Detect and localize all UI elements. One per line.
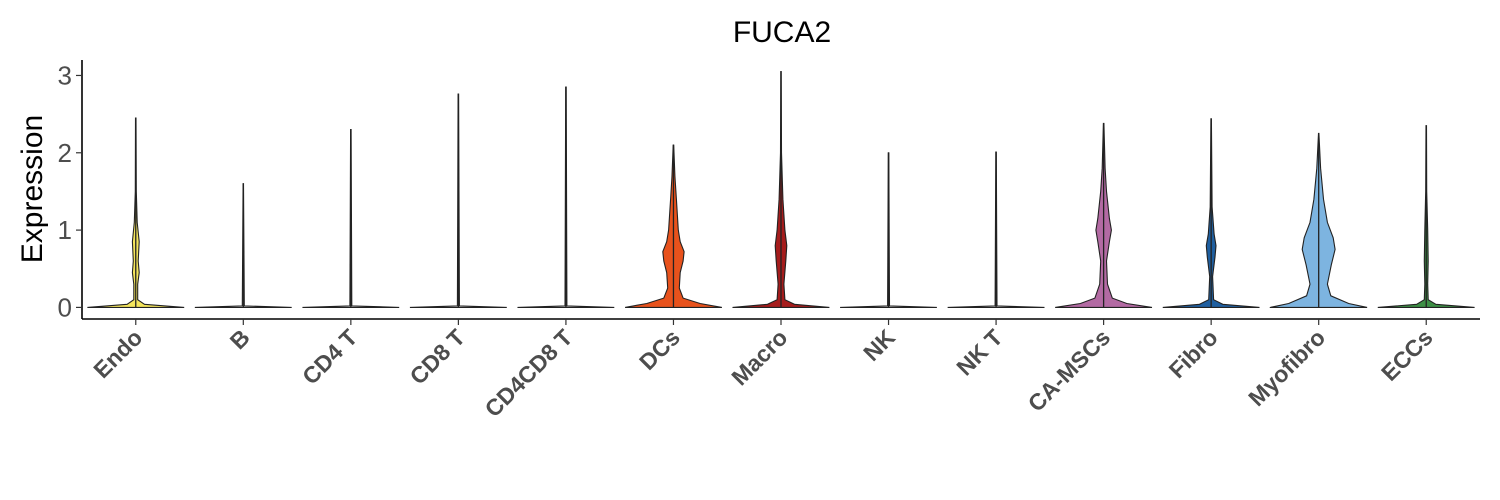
x-tick-label: Fibro bbox=[1164, 324, 1223, 383]
y-tick-label: 0 bbox=[58, 292, 72, 322]
x-tick-label: DCs bbox=[634, 324, 685, 375]
x-tick-label: CD4CD8 T bbox=[480, 324, 578, 422]
x-tick-label: NK bbox=[858, 324, 900, 366]
y-axis-label: Expression bbox=[16, 115, 49, 263]
x-tick-label: B bbox=[225, 324, 255, 354]
x-axis-ticks: Endo B CD4 T CD8 T CD4CD8 T DCs Macro NK NK T CA-… bbox=[88, 319, 1438, 422]
x-tick-label: ECCs bbox=[1376, 324, 1438, 386]
x-tick-label: Endo bbox=[88, 324, 147, 383]
y-tick-label: 1 bbox=[58, 215, 72, 245]
y-tick-label: 3 bbox=[58, 60, 72, 90]
violin-series bbox=[87, 71, 1475, 308]
x-tick-label: Myofibro bbox=[1243, 324, 1330, 411]
x-tick-label: CD8 T bbox=[405, 324, 470, 389]
x-tick-label: NK T bbox=[951, 324, 1007, 380]
y-tick-label: 2 bbox=[58, 138, 72, 168]
y-axis-ticks: 0 1 2 3 bbox=[58, 60, 82, 322]
x-tick-label: Macro bbox=[726, 324, 792, 390]
x-tick-label: CD4 T bbox=[297, 324, 362, 389]
x-tick-label: CA-MSCs bbox=[1023, 324, 1115, 416]
chart-title: FUCA2 bbox=[733, 16, 831, 49]
